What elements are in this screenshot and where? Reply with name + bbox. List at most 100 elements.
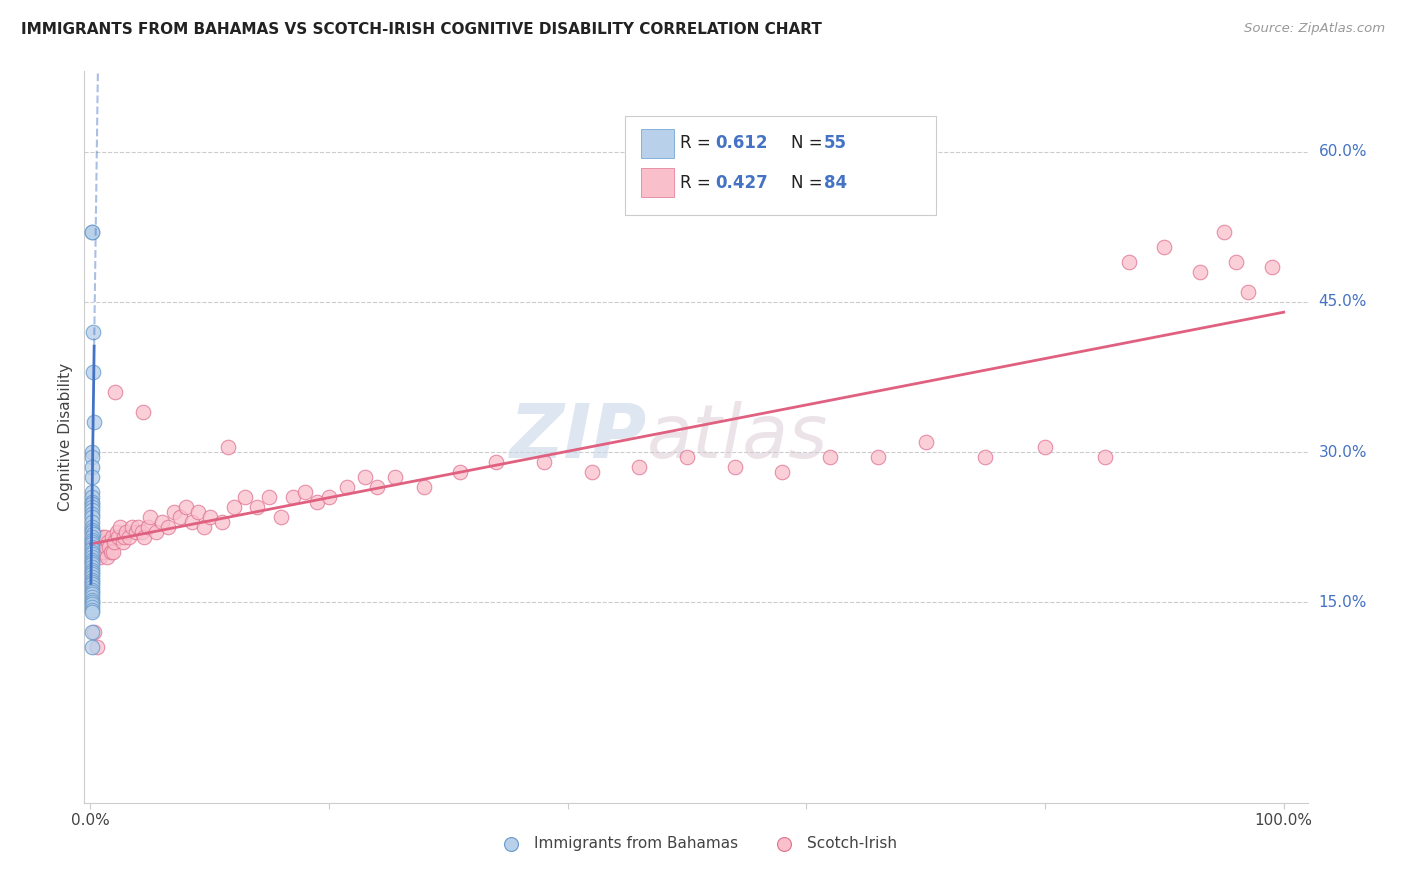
Point	[80, 525, 103, 540]
Point	[80, 547, 103, 561]
Point	[1118, 254, 1140, 268]
Point	[80, 225, 103, 239]
Point	[235, 490, 257, 504]
Point	[84, 535, 107, 549]
Point	[80, 500, 103, 515]
Point	[83, 415, 105, 429]
Text: 60.0%: 60.0%	[1319, 144, 1367, 159]
Point	[145, 525, 167, 540]
Point	[80, 595, 103, 609]
Point	[82, 325, 104, 339]
Text: 0.427: 0.427	[716, 174, 768, 192]
Point	[104, 384, 127, 399]
Point	[80, 470, 103, 484]
Point	[80, 541, 103, 555]
Point	[86, 530, 108, 544]
Point	[80, 533, 103, 548]
Point	[80, 495, 103, 509]
Point	[1213, 225, 1236, 239]
Point	[111, 535, 134, 549]
Point	[117, 530, 139, 544]
Text: 30.0%: 30.0%	[1319, 444, 1367, 459]
Point	[84, 541, 107, 555]
Point	[103, 535, 125, 549]
Point	[1237, 285, 1260, 299]
Point	[193, 520, 215, 534]
Point	[485, 455, 508, 469]
Point	[80, 577, 103, 591]
Point	[139, 510, 162, 524]
Point	[80, 542, 103, 557]
Text: N =: N =	[792, 135, 828, 153]
Point	[80, 503, 103, 517]
Point	[80, 530, 103, 544]
Point	[80, 640, 103, 655]
Point	[80, 587, 103, 601]
Point	[1094, 450, 1116, 464]
Point	[80, 225, 103, 239]
Point	[87, 545, 110, 559]
Text: R =: R =	[681, 135, 716, 153]
Point	[80, 535, 103, 549]
Text: 15.0%: 15.0%	[1319, 595, 1367, 610]
Point	[82, 545, 104, 559]
Point	[866, 450, 889, 464]
Point	[80, 560, 103, 574]
Point	[80, 606, 103, 620]
Point	[80, 510, 103, 524]
Point	[80, 553, 103, 567]
Point	[772, 465, 794, 479]
Text: 84: 84	[824, 174, 848, 192]
Point	[217, 440, 239, 454]
Point	[80, 497, 103, 511]
Point	[259, 490, 281, 504]
Point	[353, 470, 375, 484]
Point	[80, 567, 103, 582]
Point	[80, 583, 103, 598]
Point	[82, 527, 104, 541]
Point	[83, 550, 105, 565]
Point	[1153, 240, 1175, 254]
Point	[80, 574, 103, 588]
Point	[80, 523, 103, 537]
Point	[198, 510, 221, 524]
Point	[80, 563, 103, 577]
Point	[86, 640, 108, 655]
Text: 45.0%: 45.0%	[1319, 294, 1367, 310]
Point	[101, 530, 124, 544]
Point	[80, 570, 103, 584]
Point	[307, 495, 329, 509]
Point	[83, 625, 105, 640]
Point	[127, 520, 149, 534]
Point	[93, 530, 115, 544]
Point	[174, 500, 197, 515]
Point	[80, 520, 103, 534]
Text: atlas: atlas	[647, 401, 828, 473]
Point	[270, 510, 292, 524]
Point	[108, 520, 131, 534]
Point	[211, 515, 233, 529]
Point	[914, 435, 936, 450]
Text: Source: ZipAtlas.com: Source: ZipAtlas.com	[1244, 22, 1385, 36]
Point	[80, 485, 103, 500]
Point	[724, 460, 747, 475]
Point	[96, 550, 118, 565]
Point	[384, 470, 406, 484]
Point	[98, 541, 121, 555]
Point	[156, 520, 179, 534]
Point	[80, 566, 103, 580]
Point	[336, 480, 359, 494]
Point	[1225, 254, 1247, 268]
Point	[80, 445, 103, 459]
Point	[90, 545, 112, 559]
Point	[80, 558, 103, 572]
Point	[80, 460, 103, 475]
Point	[91, 530, 114, 544]
Point	[80, 507, 103, 521]
Point	[818, 450, 841, 464]
Point	[94, 541, 117, 555]
Point	[187, 505, 209, 519]
Point	[294, 485, 316, 500]
Point	[136, 520, 159, 534]
Point	[80, 580, 103, 594]
